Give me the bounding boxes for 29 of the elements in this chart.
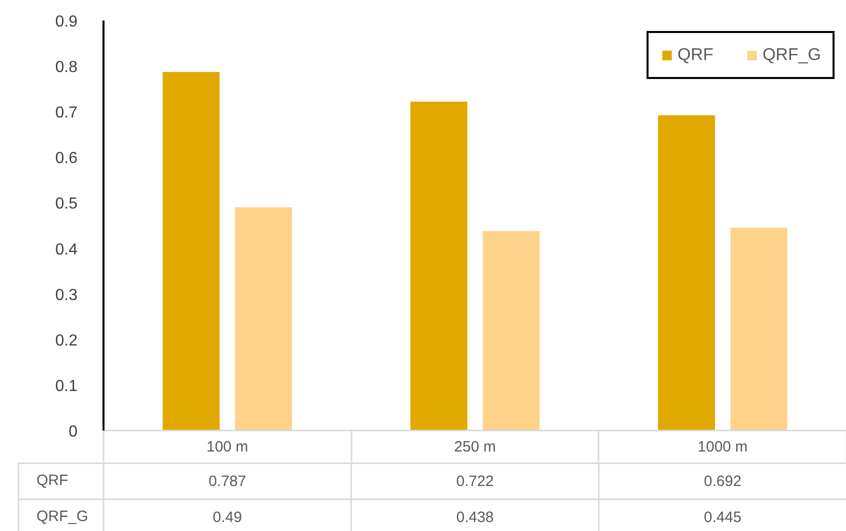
- data-label: 0.722: [456, 473, 494, 490]
- y-tick-label: 0: [68, 424, 78, 440]
- data-label: 0.692: [704, 473, 742, 490]
- legend-label: QRF_G: [762, 45, 821, 65]
- y-tick-label: 0.2: [55, 332, 78, 350]
- y-tick-label: 0.9: [55, 14, 78, 30]
- text: QRF: [36, 472, 68, 489]
- bar: [410, 102, 468, 430]
- data-label: 0.787: [208, 473, 246, 490]
- data-label: 0.49: [212, 509, 242, 526]
- data-label: 0.438: [456, 509, 494, 526]
- y-tick-label: 0.5: [55, 196, 78, 213]
- y-tick-label: 0.1: [55, 378, 78, 395]
- x-tick-label: 1000 m: [698, 438, 748, 456]
- data-label: 0.445: [704, 509, 742, 526]
- bar: [162, 72, 220, 430]
- x-tick-label: 100 m: [206, 438, 248, 456]
- y-tick-label: 0.8: [55, 59, 78, 76]
- y-tick-label: 0.4: [55, 241, 78, 258]
- y-tick-label: 0.7: [55, 104, 78, 122]
- y-tick-label: 0.6: [55, 150, 78, 168]
- y-tick-label: 0.3: [55, 286, 78, 304]
- legend-label: QRF: [678, 45, 714, 65]
- bar: [235, 207, 292, 430]
- x-tick-label: 250 m: [454, 438, 496, 456]
- bar: [658, 115, 715, 430]
- bar: [730, 228, 788, 430]
- bar: [482, 230, 540, 430]
- text: QRF_G: [36, 508, 88, 525]
